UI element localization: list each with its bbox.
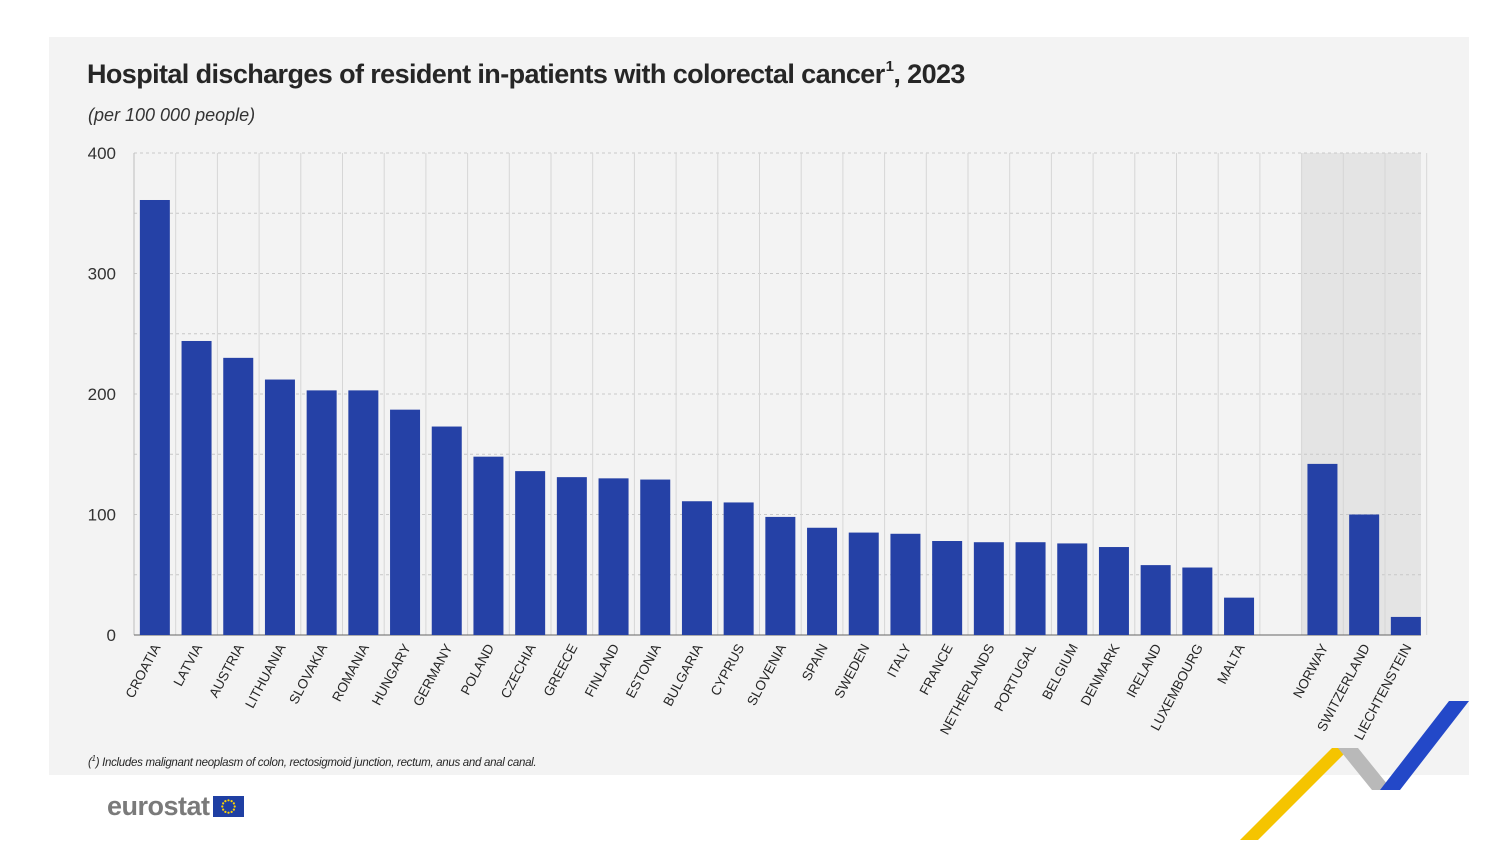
bar-italy [890,533,921,635]
bar-latvia [181,340,212,635]
x-tick-label: HUNGARY [369,641,414,707]
bar-finland [598,478,629,635]
ribbon-blue-stripe [1380,701,1469,790]
bar-sweden [848,532,879,635]
bar-poland [473,456,504,635]
y-tick-label: 0 [107,626,116,645]
bar-bulgaria [681,501,712,635]
x-tick-label: IRELAND [1124,641,1165,700]
x-tick-label: DENMARK [1078,641,1123,708]
x-tick-label: GERMANY [410,641,455,708]
x-tick-label: ESTONIA [623,641,664,700]
bar-liechtenstein [1390,616,1421,635]
x-tick-label: POLAND [458,641,497,697]
ribbon-yellow-stripe [1240,748,1350,840]
x-tick-label: FINLAND [582,641,622,699]
eurostat-wordmark: eurostat [107,790,210,821]
footnote: (1) Includes malignant neoplasm of colon… [88,754,537,769]
x-tick-label: SLOVAKIA [286,641,330,706]
x-tick-label: CYPRUS [708,641,748,698]
bar-slovakia [306,390,337,635]
bar-malta [1224,597,1255,635]
x-tick-label: CROATIA [123,641,164,700]
eu-flag-icon [212,795,244,817]
bar-cyprus [723,502,754,635]
bar-portugal [1015,542,1046,635]
bar-estonia [640,479,671,635]
bar-denmark [1098,547,1129,635]
ribbon-grey-stripe [1338,748,1392,790]
x-tick-label: FRANCE [916,641,955,697]
bar-romania [348,390,379,635]
footnote-marker: 1 [91,754,96,763]
y-tick-label: 100 [88,506,116,525]
chart-title: Hospital discharges of resident in-patie… [87,58,965,89]
x-tick-label: SWEDEN [831,641,872,700]
x-tick-label: LATVIA [171,641,206,688]
bar-netherlands [973,542,1004,635]
bar-norway [1307,463,1338,635]
x-tick-label: PORTUGAL [991,641,1039,714]
footnote-text: Includes malignant neoplasm of colon, re… [99,756,537,769]
title-note-marker: 1 [885,58,894,75]
bar-slovenia [765,516,796,635]
x-tick-label: LITHUANIA [242,641,288,710]
bar-spain [807,527,838,635]
bar-germany [431,426,462,635]
x-tick-label: ROMANIA [329,641,372,704]
bar-czechia [515,471,546,635]
y-tick-label: 200 [88,385,116,404]
x-tick-label: SPAIN [799,641,831,683]
x-tick-label: ITALY [884,641,914,679]
x-tick-label: AUSTRIA [206,641,247,700]
decorative-ribbon [1240,701,1469,840]
bar-austria [223,357,254,635]
y-tick-label: 400 [88,144,116,163]
x-tick-label: BELGIUM [1039,641,1081,702]
x-tick-label: SLOVENIA [744,641,789,708]
eurostat-logo: eurostat [107,789,244,823]
bar-croatia [139,199,170,635]
bar-switzerland [1349,514,1380,635]
x-tick-label: CZECHIA [498,641,539,700]
bar-belgium [1057,543,1088,635]
y-tick-label: 300 [88,265,116,284]
bar-lithuania [264,379,295,635]
bar-greece [556,477,587,635]
x-tick-label: BULGARIA [660,641,705,708]
bar-chart: 0 100 200 300 400 CROATIA LATVIA AUSTRIALITHUAN… [88,144,1428,742]
bar-ireland [1140,565,1171,635]
chart-subtitle: (per 100 000 people) [88,105,256,125]
bar-france [932,541,963,635]
x-tick-label: GREECE [540,641,580,698]
x-tick-label: MALTA [1214,641,1247,686]
bar-luxembourg [1182,567,1213,635]
bar-hungary [390,409,421,635]
